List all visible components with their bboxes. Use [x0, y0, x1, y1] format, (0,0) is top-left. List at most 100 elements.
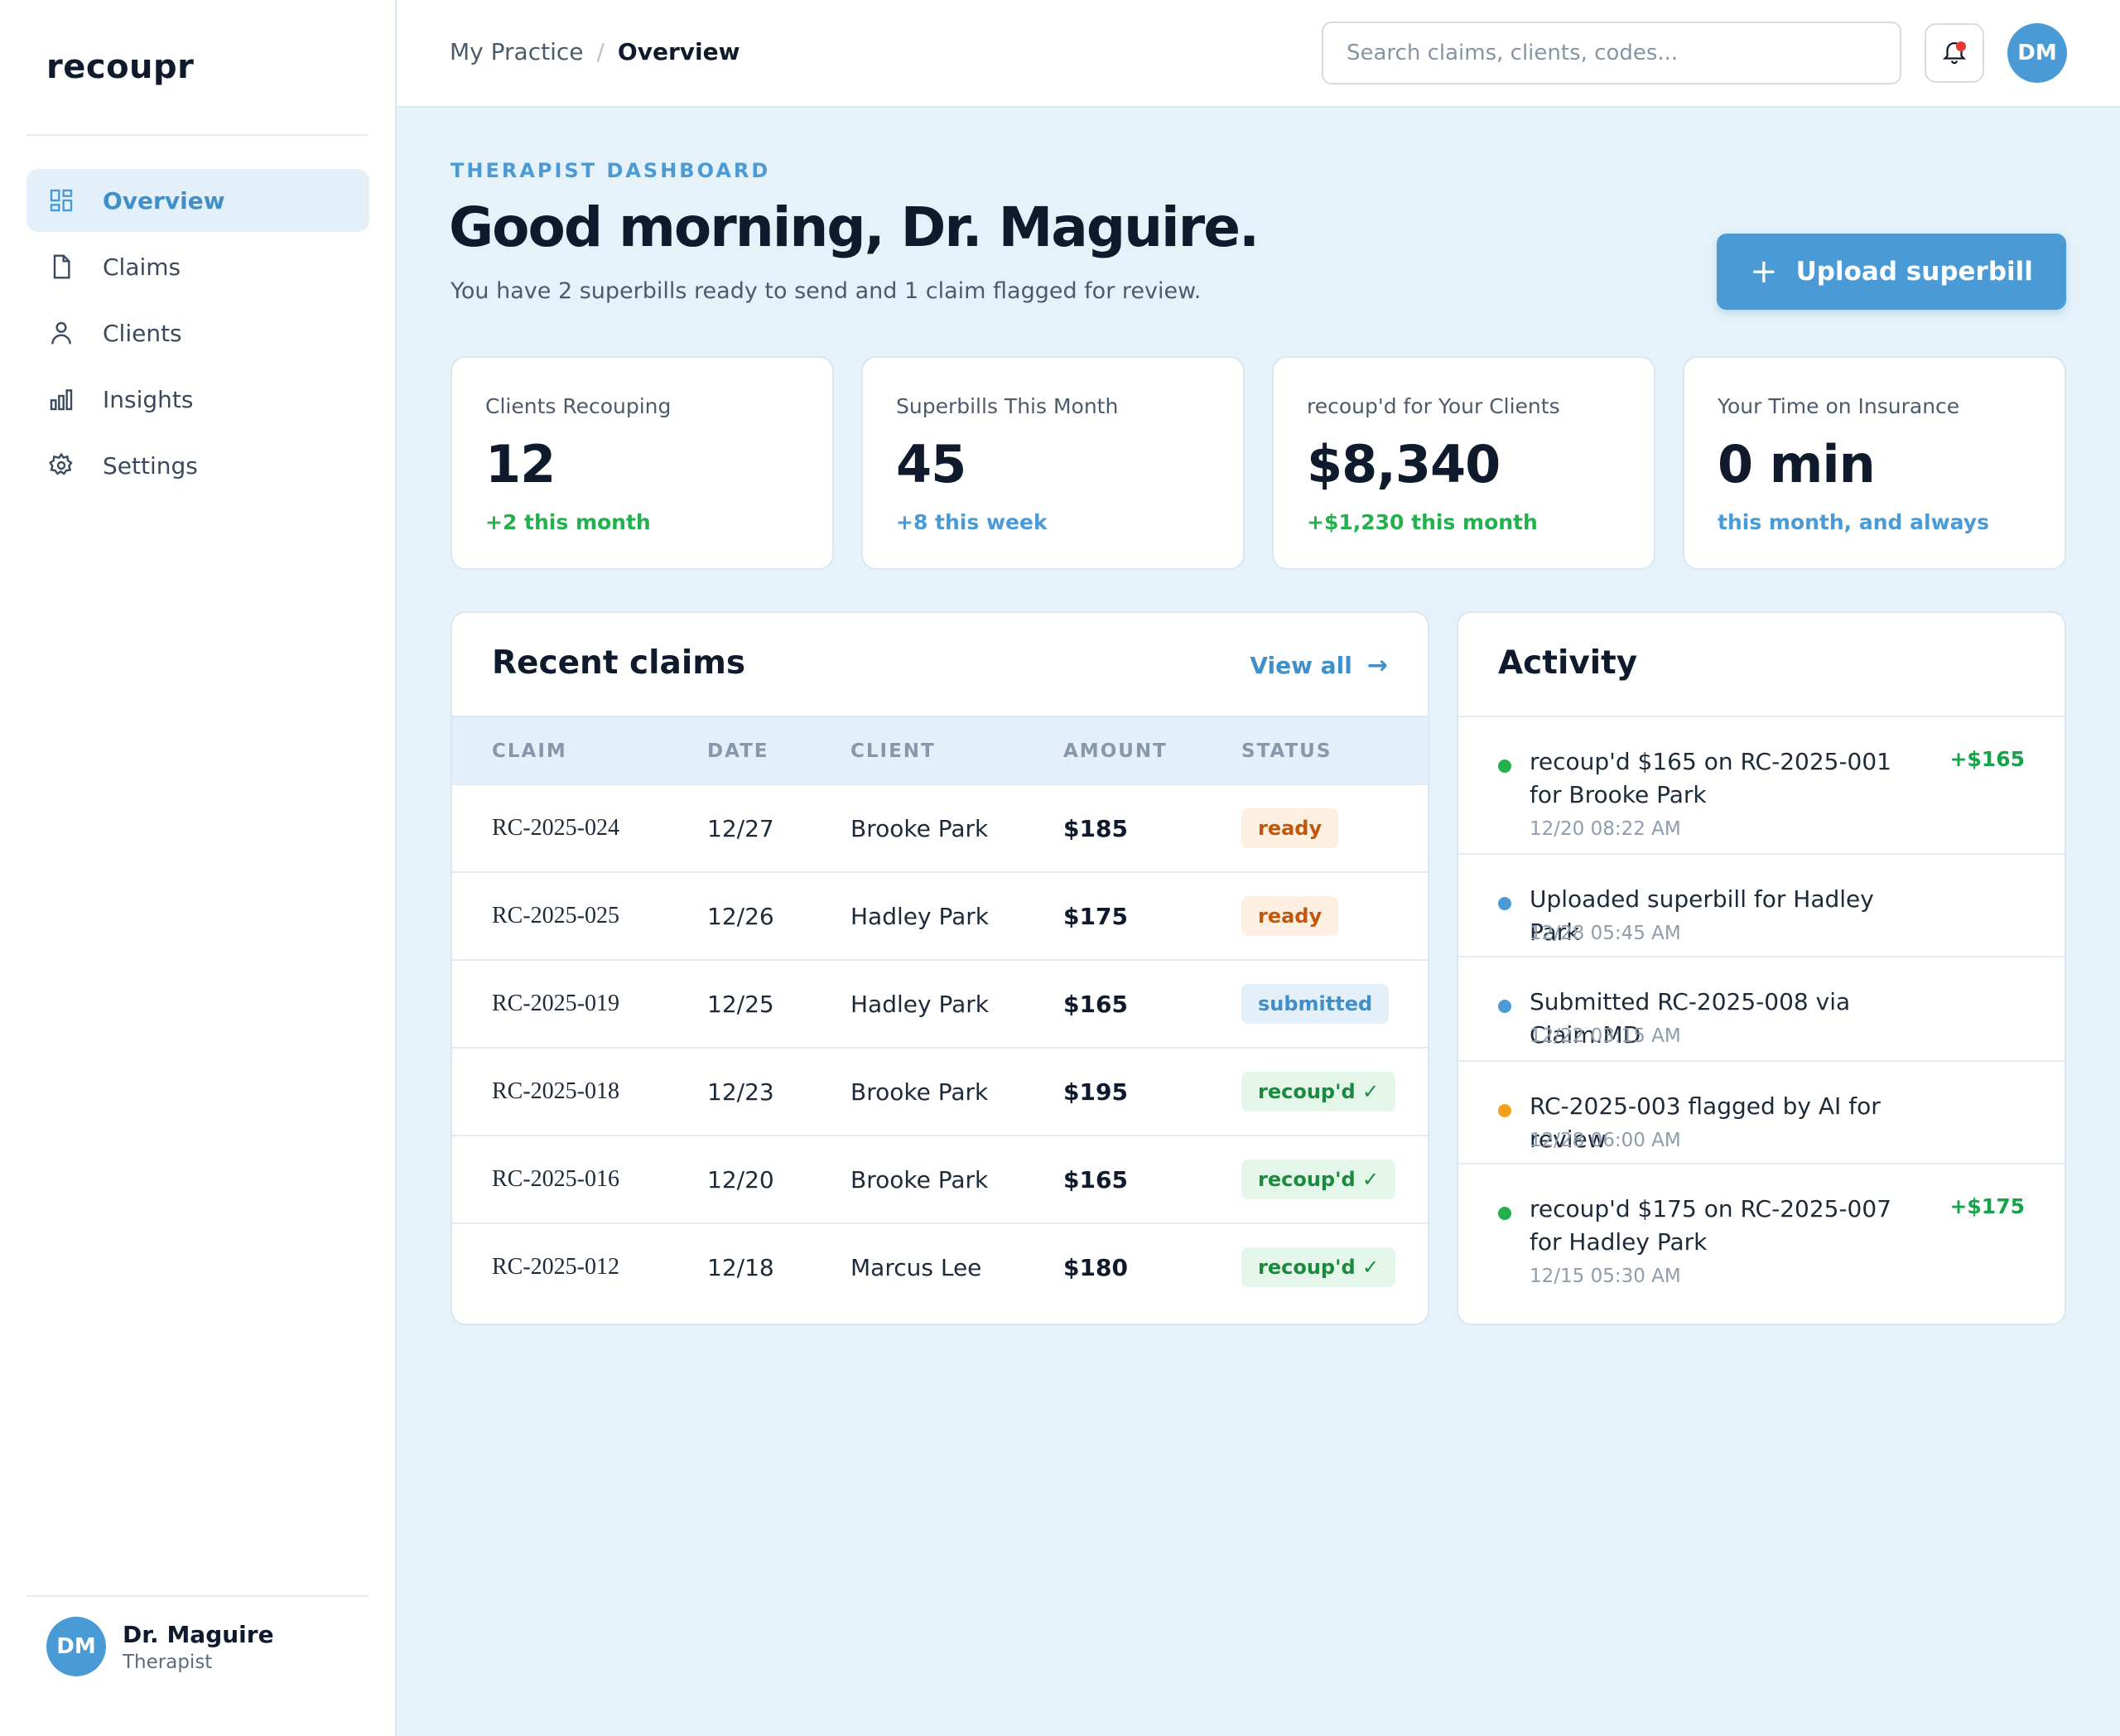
stat-label: Superbills This Month [896, 394, 1119, 418]
claim-date: 12/20 [707, 1166, 774, 1194]
claim-amount: $195 [1063, 1078, 1128, 1106]
stat-label: Clients Recouping [485, 394, 672, 418]
stat-label: Your Time on Insurance [1718, 394, 1960, 418]
sidebar-item-label: Clients [103, 319, 182, 347]
claim-amount: $165 [1063, 1166, 1128, 1194]
status-badge: recoup'd ✓ [1241, 1072, 1396, 1112]
column-header[interactable]: STATUS [1241, 740, 1332, 762]
stat-value: 0 min [1718, 434, 1876, 494]
avatar[interactable]: DM [2007, 23, 2067, 83]
column-header[interactable]: CLIENT [850, 740, 936, 762]
activity-item[interactable]: Submitted RC-2025-008 via Claim.MD 12/22 … [1458, 956, 2065, 1060]
app-logo[interactable]: recoupr [46, 48, 195, 86]
recent-claims-panel: Recent claims View all → CLAIM DATE CLIE… [450, 611, 1429, 1325]
view-all-link[interactable]: View all → [1250, 651, 1388, 680]
activity-time: 12/22 03:15 AM [1530, 1025, 1681, 1047]
stat-value: $8,340 [1307, 434, 1501, 494]
claim-id: RC-2025-019 [492, 991, 619, 1016]
notification-dot [1956, 41, 1966, 51]
stat-value: 12 [485, 434, 556, 494]
stat-note: +$1,230 this month [1307, 510, 1538, 534]
sidebar-nav: Overview Claims Clients Insights Setting… [26, 169, 369, 500]
user-role: Therapist [123, 1651, 213, 1673]
breadcrumb: My Practice / Overview [450, 38, 740, 65]
claim-date: 12/27 [707, 815, 774, 842]
claim-id: RC-2025-018 [492, 1078, 619, 1104]
sidebar-divider [26, 1595, 369, 1597]
claim-date: 12/23 [707, 1078, 774, 1106]
status-badge: recoup'd ✓ [1241, 1247, 1396, 1287]
status-badge: recoup'd ✓ [1241, 1160, 1396, 1199]
table-row[interactable]: RC-2025-016 12/20 Brooke Park $165 recoup'd … [452, 1135, 1428, 1222]
activity-text: recoup'd $175 on RC-2025-007 for Hadley … [1530, 1195, 1891, 1256]
activity-item[interactable]: RC-2025-003 flagged by AI for review 12/2… [1458, 1060, 2065, 1163]
claim-amount: $185 [1063, 815, 1128, 842]
sidebar: recoupr Overview Claims Clients Insights [0, 0, 397, 1736]
panel-title: Recent claims [492, 644, 746, 682]
topbar: My Practice / Overview Search claims, cl… [397, 0, 2120, 108]
page-title: Good morning, Dr. Maguire. [449, 195, 1260, 259]
sidebar-item-overview[interactable]: Overview [26, 169, 369, 232]
table-row[interactable]: RC-2025-019 12/25 Hadley Park $165 submitted [452, 959, 1428, 1047]
breadcrumb-item[interactable]: My Practice [450, 38, 584, 65]
search-input[interactable]: Search claims, clients, codes... [1322, 22, 1901, 84]
activity-amount: +$165 [1949, 747, 2025, 771]
status-badge: ready [1241, 896, 1339, 936]
activity-text: Submitted RC-2025-008 via Claim.MD [1530, 988, 1851, 1049]
activity-time: 12/15 05:30 AM [1530, 1266, 1681, 1287]
user-profile[interactable]: DM Dr. Maguire Therapist [46, 1617, 274, 1676]
breadcrumb-current: Overview [617, 38, 740, 65]
stat-label: recoup'd for Your Clients [1307, 394, 1560, 418]
stat-note: this month, and always [1718, 510, 1989, 534]
arrow-right-icon: → [1366, 651, 1388, 680]
column-header[interactable]: CLAIM [492, 740, 567, 762]
sidebar-item-insights[interactable]: Insights [26, 368, 369, 431]
sidebar-item-clients[interactable]: Clients [26, 301, 369, 364]
status-badge: submitted [1241, 984, 1390, 1024]
activity-item[interactable]: recoup'd $175 on RC-2025-007 for Hadley … [1458, 1163, 2065, 1324]
column-header[interactable]: DATE [707, 740, 769, 762]
page-subtitle: You have 2 superbills ready to send and … [450, 278, 1202, 304]
table-row[interactable]: RC-2025-012 12/18 Marcus Lee $180 recoup'd ✓ [452, 1222, 1428, 1310]
activity-time: 12/28 06:00 AM [1530, 1130, 1681, 1151]
claim-id: RC-2025-016 [492, 1166, 619, 1192]
sidebar-item-claims[interactable]: Claims [26, 235, 369, 298]
table-row[interactable]: RC-2025-025 12/26 Hadley Park $175 ready [452, 871, 1428, 959]
document-icon [46, 252, 76, 282]
sidebar-divider [26, 134, 369, 136]
user-icon [46, 318, 76, 348]
claim-amount: $175 [1063, 903, 1128, 930]
claim-id: RC-2025-012 [492, 1254, 619, 1280]
stat-card-recouped: recoup'd for Your Clients $8,340 +$1,230… [1272, 356, 1655, 570]
activity-time: 12/20 08:22 AM [1530, 818, 1681, 840]
claim-amount: $165 [1063, 991, 1128, 1018]
sidebar-item-label: Claims [103, 253, 181, 281]
claim-id: RC-2025-024 [492, 815, 619, 841]
stat-note: +8 this week [896, 510, 1048, 534]
claim-client: Hadley Park [850, 903, 989, 930]
sidebar-item-label: Overview [103, 186, 225, 215]
avatar: DM [46, 1617, 106, 1676]
breadcrumb-separator: / [596, 38, 605, 65]
activity-panel: Activity recoup'd $165 on RC-2025-001 fo… [1457, 611, 2066, 1325]
claim-client: Brooke Park [850, 815, 989, 842]
upload-superbill-label: Upload superbill [1795, 257, 2033, 287]
claim-id: RC-2025-025 [492, 903, 619, 928]
grid-icon [46, 186, 76, 215]
claim-date: 12/26 [707, 903, 774, 930]
sidebar-item-label: Insights [103, 385, 194, 413]
activity-text: RC-2025-003 flagged by AI for review [1530, 1092, 1881, 1153]
sidebar-item-settings[interactable]: Settings [26, 434, 369, 497]
table-row[interactable]: RC-2025-018 12/23 Brooke Park $195 recoup'd … [452, 1047, 1428, 1135]
activity-item[interactable]: Uploaded superbill for Hadley Park 12/28 … [1458, 853, 2065, 956]
status-dot-icon [1498, 1000, 1511, 1013]
activity-item[interactable]: recoup'd $165 on RC-2025-001 for Brooke … [1458, 717, 2065, 853]
stat-card-clients-recouping: Clients Recouping 12 +2 this month [450, 356, 834, 570]
table-row[interactable]: RC-2025-024 12/27 Brooke Park $185 ready [452, 784, 1428, 871]
activity-time: 12/28 05:45 AM [1530, 923, 1681, 944]
view-all-label: View all [1250, 652, 1352, 679]
upload-superbill-button[interactable]: + Upload superbill [1717, 234, 2066, 310]
notifications-button[interactable] [1925, 23, 1984, 83]
column-header[interactable]: AMOUNT [1063, 740, 1168, 762]
table-header: CLAIM DATE CLIENT AMOUNT STATUS [452, 716, 1428, 784]
